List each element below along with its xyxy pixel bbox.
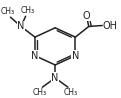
Text: N: N <box>72 51 79 61</box>
Text: N: N <box>31 51 39 61</box>
Text: CH₃: CH₃ <box>21 6 35 15</box>
Text: N: N <box>17 21 25 31</box>
Text: N: N <box>51 73 59 83</box>
Text: OH: OH <box>103 20 118 30</box>
Text: O: O <box>83 11 90 21</box>
Text: CH₃: CH₃ <box>33 88 47 97</box>
Text: CH₃: CH₃ <box>63 88 77 97</box>
Text: CH₃: CH₃ <box>1 7 15 16</box>
